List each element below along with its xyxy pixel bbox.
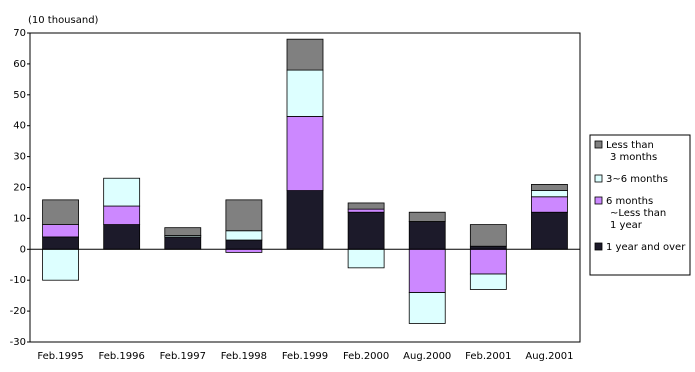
bar-segment	[408, 292, 446, 324]
y-tick-label: 60	[13, 59, 26, 70]
bar-segment	[469, 224, 507, 247]
bar-segment	[286, 190, 324, 250]
legend-label: Less than 3 months	[606, 140, 657, 163]
bar-segment	[42, 248, 79, 281]
x-tick-label: Aug.2001	[525, 351, 573, 362]
legend-label: 3~6 months	[606, 174, 668, 185]
legend-label: 6 months ~Less than 1 year	[606, 196, 666, 231]
x-tick-label: Feb.1996	[98, 351, 144, 362]
x-tick-label: Aug.2000	[403, 351, 451, 362]
bar-segment	[408, 221, 446, 250]
x-tick-label: Feb.1995	[37, 351, 83, 362]
y-tick-label: 40	[13, 121, 26, 132]
legend-swatch	[594, 196, 603, 205]
legend-swatch	[594, 242, 603, 251]
y-tick-label: 30	[13, 152, 26, 163]
x-tick-label: Feb.1998	[221, 351, 267, 362]
bar-segment	[531, 190, 568, 198]
bar-segment	[347, 211, 385, 250]
legend-label: 1 year and over	[606, 242, 686, 253]
y-unit-label: (10 thousand)	[28, 15, 99, 26]
bar-segment	[225, 230, 263, 241]
bar-segment	[347, 202, 385, 210]
bar-segment	[103, 224, 141, 250]
y-tick-label: -20	[10, 306, 26, 317]
bar-segment	[103, 205, 141, 225]
y-tick-label: -10	[10, 275, 26, 286]
x-tick-label: Feb.2001	[465, 351, 511, 362]
legend-swatch	[594, 174, 603, 183]
x-tick-label: Feb.1999	[282, 351, 328, 362]
bar-segment	[42, 236, 79, 250]
bar-segment	[347, 248, 385, 269]
bar-segment	[531, 211, 568, 250]
bar-segment	[531, 196, 568, 213]
legend-frame	[589, 134, 691, 276]
bar-segment	[103, 177, 141, 207]
x-tick-label: Feb.1997	[160, 351, 206, 362]
legend-swatch	[594, 140, 603, 149]
bar-segment	[286, 116, 324, 191]
bar-segment	[164, 227, 202, 236]
bar-segment	[286, 38, 324, 71]
bar-segment	[225, 239, 263, 250]
bar-segment	[531, 184, 568, 191]
bar-segment	[286, 69, 324, 117]
bar-segment	[408, 211, 446, 222]
y-tick-label: 10	[13, 213, 26, 224]
bar-segment	[469, 248, 507, 275]
bar-segment	[347, 208, 385, 213]
bar-segment	[164, 236, 202, 250]
x-tick-label: Feb.2000	[343, 351, 389, 362]
bar-segment	[42, 199, 79, 225]
y-tick-label: 50	[13, 90, 26, 101]
bar-segment	[42, 224, 79, 238]
bar-segment	[225, 199, 263, 232]
y-tick-label: 0	[20, 244, 26, 255]
bar-segment	[469, 273, 507, 290]
y-tick-label: 20	[13, 183, 26, 194]
bar-segment	[408, 248, 446, 293]
y-tick-label: -30	[10, 337, 26, 348]
y-tick-label: 70	[13, 28, 26, 39]
